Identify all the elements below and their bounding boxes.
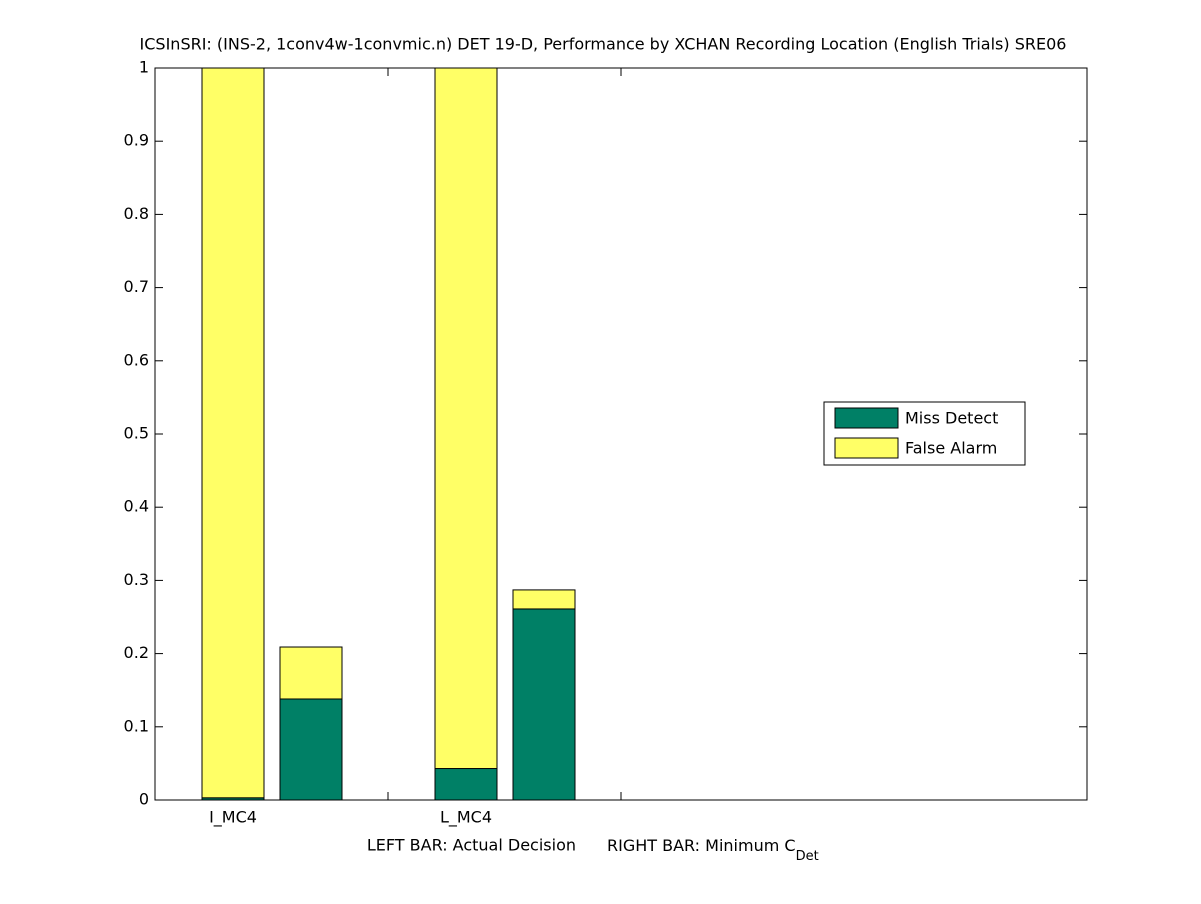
x-tick-label: L_MC4 (440, 808, 492, 828)
bar-segment (434, 67, 498, 770)
y-tick-label: 0 (139, 790, 149, 809)
x-axis-label-right-main: RIGHT BAR: Minimum C (607, 836, 796, 855)
legend-swatch (834, 407, 899, 429)
y-tick-label: 0.3 (124, 570, 149, 589)
legend-swatch (834, 437, 899, 459)
bar-segment (279, 698, 343, 801)
y-tick-label: 0.4 (124, 497, 149, 516)
x-tick-label: I_MC4 (209, 808, 257, 828)
y-tick-label: 0.1 (124, 716, 149, 735)
x-axis-label-left: LEFT BAR: Actual Decision (367, 836, 576, 855)
y-tick-label: 1 (139, 58, 149, 77)
legend-label: False Alarm (905, 439, 997, 458)
y-tick-label: 0.7 (124, 277, 149, 296)
x-axis-label-right: RIGHT BAR: Minimum CDet (607, 836, 819, 864)
y-tick-label: 0.5 (124, 424, 149, 443)
bar-segment (434, 768, 498, 801)
bar-segment (512, 608, 576, 801)
x-axis-label-subscript: Det (796, 849, 819, 864)
chart-title: ICSInSRI: (INS-2, 1conv4w-1convmic.n) DE… (140, 35, 1067, 54)
legend-label: Miss Detect (905, 409, 998, 428)
y-tick-label: 0.8 (124, 204, 149, 223)
y-tick-label: 0.6 (124, 350, 149, 369)
bar-segment (201, 67, 265, 799)
y-tick-label: 0.2 (124, 643, 149, 662)
y-tick-label: 0.9 (124, 131, 149, 150)
bar-segment (279, 646, 343, 700)
bar-segment (512, 589, 576, 610)
